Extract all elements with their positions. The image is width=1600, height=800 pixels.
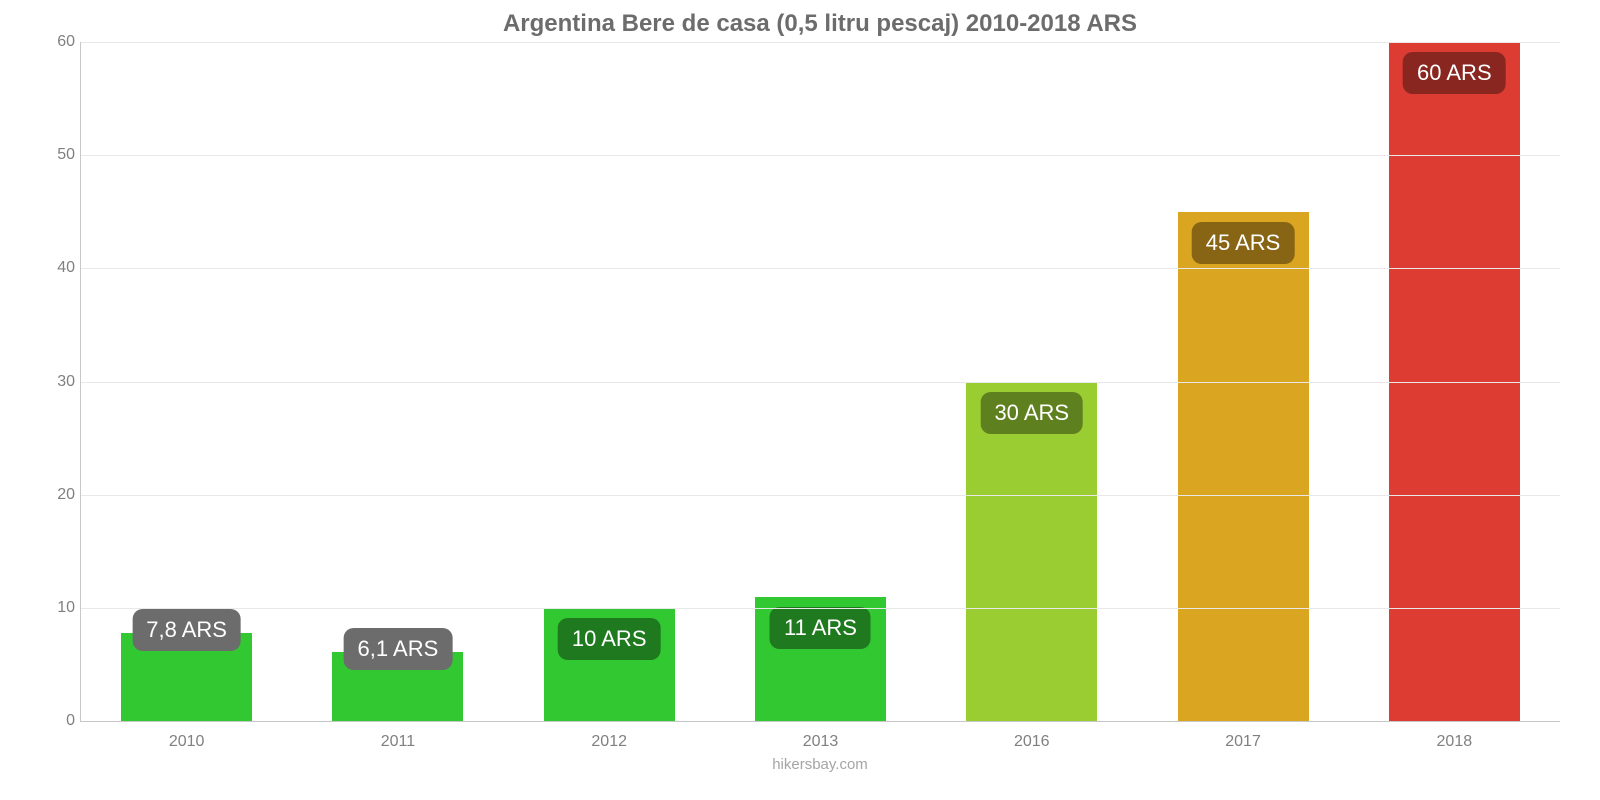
- ytick-label: 30: [41, 373, 75, 391]
- grid-line: [81, 155, 1560, 156]
- xtick-label: 2013: [803, 733, 839, 751]
- grid-line: [81, 42, 1560, 43]
- bar: 10 ARS: [544, 608, 675, 721]
- chart-title: Argentina Bere de casa (0,5 litru pescaj…: [80, 10, 1560, 38]
- source-attribution: hikersbay.com: [80, 756, 1560, 773]
- bar-value-label: 30 ARS: [980, 392, 1083, 434]
- bar-value-label: 10 ARS: [558, 618, 661, 660]
- xtick-label: 2017: [1225, 733, 1261, 751]
- grid-line: [81, 608, 1560, 609]
- bar: 45 ARS: [1178, 212, 1309, 721]
- plot-area: 7,8 ARS20106,1 ARS201110 ARS201211 ARS20…: [80, 42, 1560, 722]
- bar: 11 ARS: [755, 597, 886, 721]
- xtick-label: 2016: [1014, 733, 1050, 751]
- bar-value-label: 11 ARS: [770, 607, 871, 649]
- ytick-label: 60: [41, 33, 75, 51]
- xtick-label: 2018: [1437, 733, 1473, 751]
- ytick-label: 40: [41, 259, 75, 277]
- bar-value-label: 60 ARS: [1403, 52, 1506, 94]
- grid-line: [81, 382, 1560, 383]
- ytick-label: 10: [41, 599, 75, 617]
- bar-value-label: 6,1 ARS: [344, 628, 453, 670]
- grid-line: [81, 495, 1560, 496]
- ytick-label: 20: [41, 486, 75, 504]
- chart-container: Argentina Bere de casa (0,5 litru pescaj…: [0, 0, 1600, 800]
- grid-line: [81, 268, 1560, 269]
- bar-value-label: 45 ARS: [1192, 222, 1295, 264]
- bar: 7,8 ARS: [121, 633, 252, 721]
- ytick-label: 50: [41, 146, 75, 164]
- bar: 30 ARS: [966, 382, 1097, 722]
- xtick-label: 2012: [591, 733, 627, 751]
- bar-value-label: 7,8 ARS: [132, 609, 241, 651]
- bar: 6,1 ARS: [332, 652, 463, 721]
- xtick-label: 2010: [169, 733, 205, 751]
- xtick-label: 2011: [381, 733, 415, 751]
- ytick-label: 0: [41, 712, 75, 730]
